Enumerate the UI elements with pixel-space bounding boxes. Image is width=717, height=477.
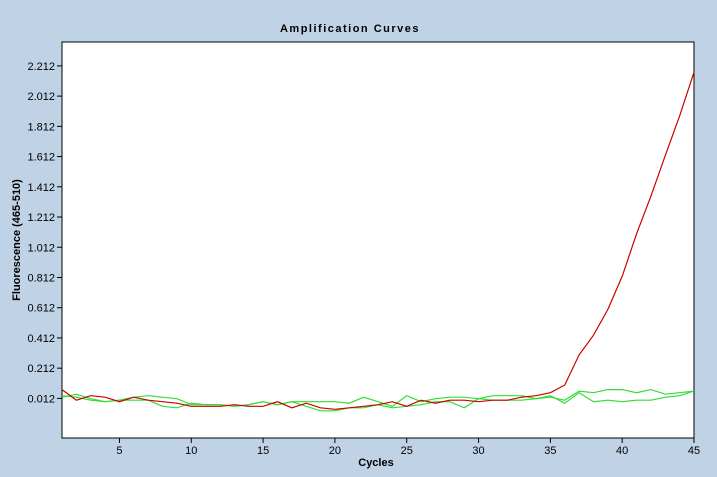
series-line-3 bbox=[61, 388, 695, 407]
y-tick-label: 0.212 bbox=[27, 363, 55, 375]
y-tick-label: 1.612 bbox=[27, 152, 55, 164]
x-tick-label: 5 bbox=[116, 445, 122, 457]
x-axis-label: Cycles bbox=[358, 457, 393, 469]
x-axis: 5 10 15 20 25 30 35 40 45 bbox=[116, 438, 700, 457]
y-tick-label: 0.612 bbox=[27, 303, 55, 315]
y-tick-label: 0.812 bbox=[27, 272, 55, 284]
y-tick-label: 2.012 bbox=[27, 91, 55, 103]
y-tick-label: 1.212 bbox=[27, 212, 55, 224]
x-tick-label: 40 bbox=[616, 445, 628, 457]
y-tick-label: 1.412 bbox=[27, 182, 55, 194]
x-tick-label: 35 bbox=[544, 445, 556, 457]
x-tick-label: 45 bbox=[688, 445, 700, 457]
y-axis: 0.012 0.212 0.412 0.612 0.812 1.012 1.212 1.412… bbox=[27, 61, 62, 405]
y-tick-label: 0.012 bbox=[27, 393, 55, 405]
series-line-1 bbox=[61, 72, 695, 410]
y-axis-label: Fluorescence (465-510) bbox=[11, 179, 23, 301]
x-tick-label: 10 bbox=[185, 445, 197, 457]
x-tick-label: 30 bbox=[472, 445, 484, 457]
y-tick-label: 0.412 bbox=[27, 333, 55, 345]
x-tick-label: 20 bbox=[329, 445, 341, 457]
x-tick-label: 15 bbox=[257, 445, 269, 457]
series-layer bbox=[61, 72, 695, 412]
y-tick-label: 1.012 bbox=[27, 242, 55, 254]
y-tick-label: 2.212 bbox=[27, 61, 55, 73]
chart-title: Amplification Curves bbox=[280, 23, 420, 35]
y-tick-label: 1.812 bbox=[27, 121, 55, 133]
plot-area bbox=[61, 41, 695, 439]
x-tick-label: 25 bbox=[401, 445, 413, 457]
